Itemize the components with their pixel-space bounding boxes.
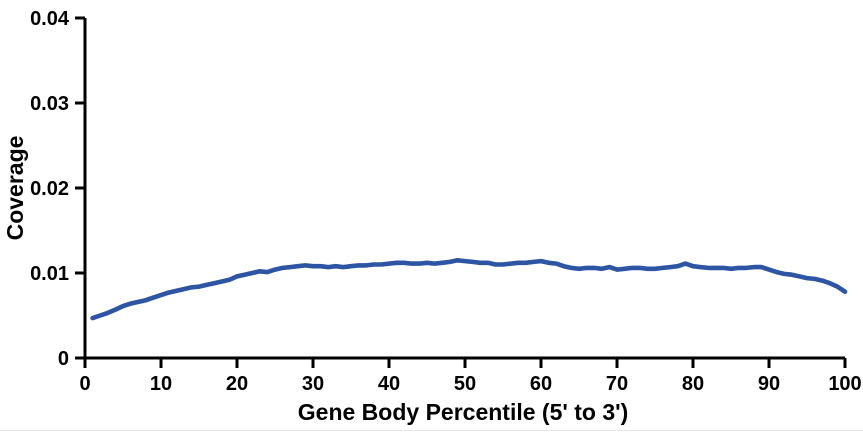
x-tick-label: 60 (530, 373, 552, 395)
x-tick-label: 30 (302, 373, 324, 395)
y-tick-label: 0 (58, 348, 69, 370)
x-tick-label: 80 (682, 373, 704, 395)
x-axis-label: Gene Body Percentile (5' to 3') (298, 399, 628, 425)
y-tick-labels: 0 0.01 0.02 0.03 0.04 (30, 8, 70, 370)
x-tick-label: 10 (150, 373, 172, 395)
y-tick-label: 0.04 (30, 8, 70, 30)
y-axis-label: Coverage (2, 136, 28, 241)
x-tick-label: 0 (79, 373, 90, 395)
bottom-edge-divider (0, 430, 863, 431)
coverage-line (90, 258, 848, 321)
axis-spines (83, 18, 845, 360)
axis-ticks (75, 16, 847, 368)
x-tick-label: 70 (606, 373, 628, 395)
x-tick-label: 90 (758, 373, 780, 395)
x-tick-label: 40 (378, 373, 400, 395)
x-tick-label: 50 (454, 373, 476, 395)
y-tick-label: 0.02 (30, 178, 69, 200)
x-tick-label: 20 (226, 373, 248, 395)
x-tick-labels: 0 10 20 30 40 50 60 70 80 90 100 (79, 373, 861, 395)
y-tick-label: 0.01 (30, 263, 69, 285)
x-tick-label: 100 (828, 373, 861, 395)
y-tick-label: 0.03 (30, 93, 69, 115)
